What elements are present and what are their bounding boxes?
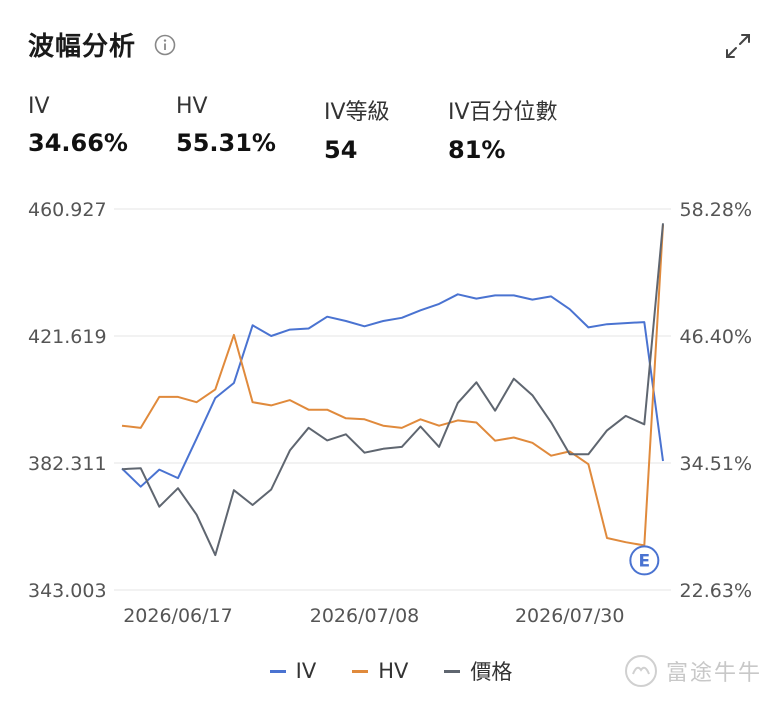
legend-swatch-iv [269, 669, 286, 673]
legend-item-hv[interactable]: HV [352, 656, 408, 686]
event-marker [629, 545, 660, 576]
stat-value: 34.66% [28, 129, 128, 157]
stat-iv: IV 34.66% [28, 94, 128, 157]
chart-legend: IV HV 價格 [0, 656, 782, 686]
legend-swatch-hv [352, 669, 369, 673]
stat-hv: HV 55.31% [176, 94, 276, 157]
stat-label: IV百分位數 [448, 100, 558, 125]
stat-value: 81% [448, 136, 506, 164]
info-icon[interactable] [154, 34, 176, 56]
stats-row: IV 34.66% HV 55.31% IV等級 54 IV百分位數 81% [28, 94, 748, 164]
right-axis-tick-label: 34.51% [680, 453, 752, 475]
iv-series-line [121, 293, 664, 488]
x-axis-tick-label: 2026/07/30 [515, 605, 625, 627]
legend-item-price[interactable]: 價格 [444, 656, 512, 686]
left-axis-tick-label: 421.619 [28, 326, 107, 348]
watermark-text: 富途牛牛 [665, 661, 762, 686]
panel-title: 波幅分析 [28, 32, 137, 62]
legend-item-iv[interactable]: IV [269, 656, 317, 686]
legend-swatch-price [444, 669, 461, 673]
futu-logo-icon [624, 655, 657, 687]
right-axis-tick-label: 46.40% [680, 326, 752, 348]
x-axis-tick-label: 2026/06/17 [123, 605, 233, 627]
legend-label: IV [295, 659, 317, 683]
price-series-line [121, 223, 664, 557]
expand-icon[interactable] [724, 32, 752, 60]
left-axis-tick-label: 382.311 [28, 453, 107, 475]
stat-label: IV等級 [324, 100, 390, 125]
legend-label: 價格 [470, 660, 513, 684]
left-axis-tick-label: 343.003 [28, 580, 107, 602]
right-axis-tick-label: 58.28% [680, 199, 752, 221]
legend-label: HV [378, 659, 409, 683]
x-axis-tick-label: 2026/07/08 [310, 605, 420, 627]
stat-label: IV [28, 94, 50, 119]
right-axis-tick-label: 22.63% [680, 580, 752, 602]
stat-value: 54 [324, 136, 358, 164]
volatility-chart[interactable]: 460.927 58.28% 421.619 46.40% 382.311 34.51% 3… [0, 0, 782, 640]
stat-iv-rank: IV等級 54 [324, 94, 390, 164]
watermark: 富途牛牛 [624, 654, 762, 688]
stat-value: 55.31% [176, 129, 276, 157]
hv-series-line [121, 224, 664, 547]
stat-label: HV [176, 94, 208, 119]
event-marker-label: E [639, 551, 651, 571]
stat-iv-percentile: IV百分位數 81% [448, 94, 558, 164]
left-axis-tick-label: 460.927 [28, 199, 107, 221]
panel-header: 波幅分析 [28, 26, 176, 63]
